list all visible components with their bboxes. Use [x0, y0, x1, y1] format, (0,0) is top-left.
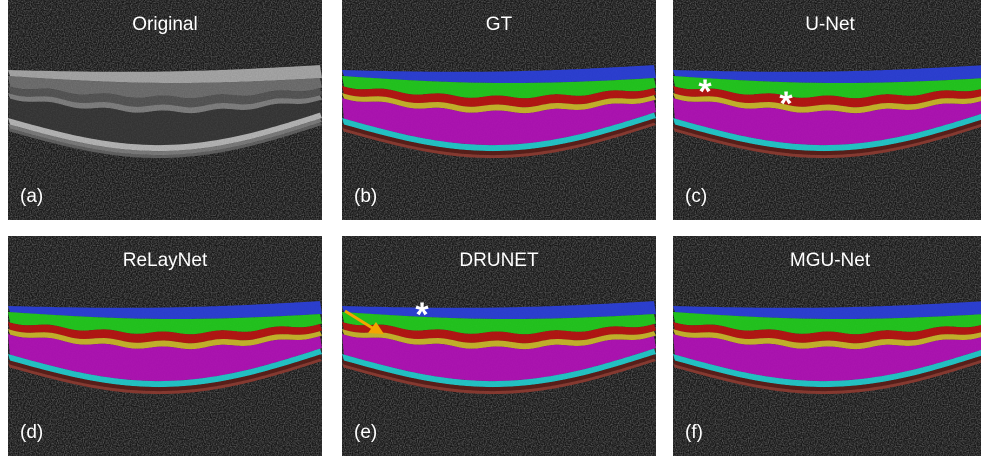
- panels: Original (a) GT (b) U-Net (c) * * ReLayNet (d) DRU…: [8, 0, 981, 456]
- panel-label: (c): [685, 186, 707, 207]
- panel-label: (f): [685, 422, 703, 443]
- panel: MGU-Net (f): [673, 236, 981, 456]
- panel-label: (b): [354, 186, 377, 207]
- panel: DRUNET (e) *: [342, 236, 656, 456]
- panel-title: ReLayNet: [123, 250, 208, 271]
- panel-label: (d): [20, 422, 43, 443]
- panel-title: U-Net: [805, 14, 855, 35]
- panel-title: MGU-Net: [790, 250, 871, 271]
- asterisk-marker: *: [698, 73, 712, 111]
- asterisk-marker: *: [779, 85, 793, 123]
- figure: Original (a) GT (b) U-Net (c) * * ReLayNet (d) DRU…: [0, 0, 981, 456]
- panel: GT (b): [342, 0, 656, 220]
- panel: Original (a): [8, 0, 322, 220]
- panel-title: Original: [132, 14, 197, 35]
- asterisk-marker: *: [415, 296, 429, 334]
- panel-label: (a): [20, 186, 43, 207]
- panel-label: (e): [354, 422, 377, 443]
- panel-title: GT: [486, 14, 513, 35]
- panel-title: DRUNET: [459, 250, 539, 271]
- panel: U-Net (c) * *: [673, 0, 981, 220]
- panel: ReLayNet (d): [8, 236, 322, 456]
